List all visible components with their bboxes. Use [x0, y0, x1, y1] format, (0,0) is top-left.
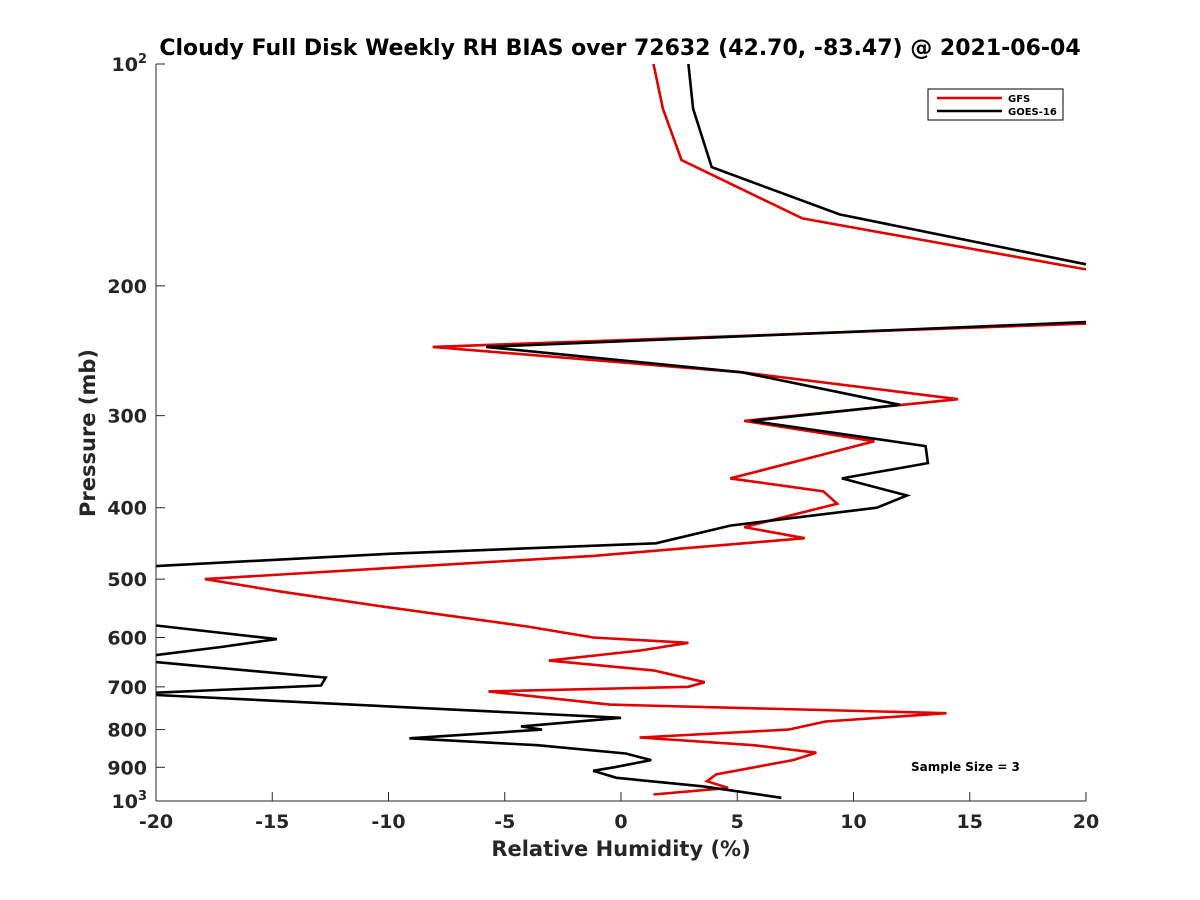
legend-label: GFS [1008, 94, 1030, 105]
series-line [204, 322, 1087, 796]
tick-base: 10 [112, 54, 138, 76]
tick-base: 10 [112, 791, 138, 813]
chart-title: Cloudy Full Disk Weekly RH BIAS over 726… [159, 36, 1080, 61]
y-tick-label: 200 [107, 276, 147, 298]
y-tick-label: 300 [107, 406, 147, 428]
y-tick-label: 400 [107, 498, 147, 520]
series-line [687, 63, 1087, 266]
y-tick-label: 500 [107, 569, 147, 591]
y-tick-label: 900 [107, 757, 147, 779]
plot-area [155, 63, 1087, 800]
y-tick-label: 800 [107, 720, 147, 742]
series-line [155, 624, 278, 657]
x-tick-label: -20 [139, 811, 173, 833]
x-tick-label: -15 [255, 811, 289, 833]
x-axis-label: Relative Humidity (%) [491, 837, 750, 861]
legend-box [927, 88, 1064, 121]
series-line [652, 63, 1087, 271]
y-tick-label: 700 [107, 677, 147, 699]
x-tick-label: 0 [614, 811, 627, 833]
y-tick-label-power: 102 [112, 52, 148, 76]
x-tick-label: 5 [731, 811, 744, 833]
series-line [155, 693, 782, 800]
sample-size-annotation: Sample Size = 3 [911, 760, 1020, 774]
tick-exponent: 2 [138, 52, 147, 67]
series-line [155, 320, 1087, 568]
series-line [155, 660, 328, 694]
x-tick-label: 15 [957, 811, 983, 833]
axis-ticks: -20 -15 -10 -5 0 5 10 15 20102200300400500600700… [107, 52, 1099, 833]
y-tick-label: 600 [107, 627, 147, 649]
y-tick-label-power: 103 [112, 789, 148, 813]
x-tick-label: -5 [494, 811, 515, 833]
legend: GFS GOES-16 [927, 88, 1064, 121]
series-gfs [204, 63, 1087, 796]
tick-exponent: 3 [138, 789, 147, 804]
x-tick-label: 10 [840, 811, 866, 833]
x-tick-label: 20 [1073, 811, 1099, 833]
series-goes-16 [155, 63, 1087, 800]
y-axis-label: Pressure (mb) [76, 349, 100, 517]
x-tick-label: -10 [371, 811, 405, 833]
legend-label: GOES-16 [1008, 107, 1057, 118]
